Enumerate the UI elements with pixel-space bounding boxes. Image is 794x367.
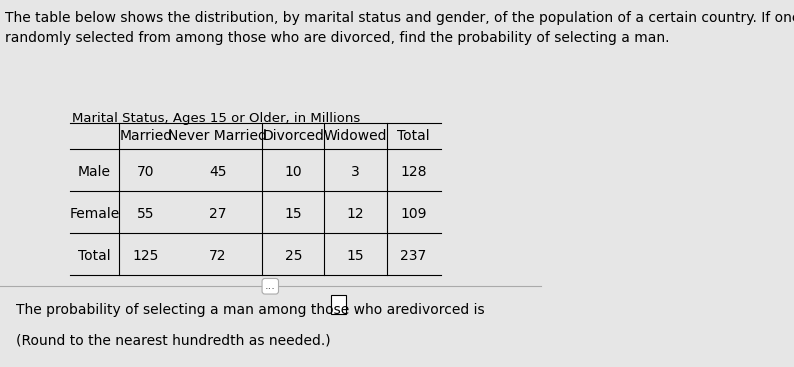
Text: 45: 45 <box>209 165 226 179</box>
Text: Married: Married <box>119 129 172 143</box>
Text: 72: 72 <box>209 249 226 263</box>
Text: 10: 10 <box>284 165 302 179</box>
Text: 15: 15 <box>284 207 302 221</box>
Text: 15: 15 <box>347 249 364 263</box>
Text: 237: 237 <box>400 249 426 263</box>
Text: Male: Male <box>78 165 111 179</box>
Text: Total: Total <box>397 129 430 143</box>
Text: ...: ... <box>265 281 276 291</box>
Text: Never Married: Never Married <box>168 129 267 143</box>
Text: Widowed: Widowed <box>324 129 387 143</box>
Text: 125: 125 <box>133 249 159 263</box>
Text: 3: 3 <box>351 165 360 179</box>
Text: 128: 128 <box>400 165 427 179</box>
Text: Total: Total <box>79 249 111 263</box>
Text: The probability of selecting a man among those who are​divorced is: The probability of selecting a man among… <box>16 303 485 317</box>
Text: 55: 55 <box>137 207 155 221</box>
Text: 109: 109 <box>400 207 427 221</box>
Text: Female: Female <box>70 207 120 221</box>
Text: Divorced: Divorced <box>262 129 324 143</box>
Text: 25: 25 <box>284 249 302 263</box>
Text: 12: 12 <box>347 207 364 221</box>
Text: 70: 70 <box>137 165 155 179</box>
Text: Marital Status, Ages 15 or Older, in Millions: Marital Status, Ages 15 or Older, in Mil… <box>72 112 360 125</box>
Text: The table below shows the distribution, by marital status and gender, of the pop: The table below shows the distribution, … <box>6 11 794 44</box>
FancyBboxPatch shape <box>331 295 346 314</box>
Text: 27: 27 <box>209 207 226 221</box>
Text: (Round to the nearest hundredth as needed.): (Round to the nearest hundredth as neede… <box>16 334 331 348</box>
